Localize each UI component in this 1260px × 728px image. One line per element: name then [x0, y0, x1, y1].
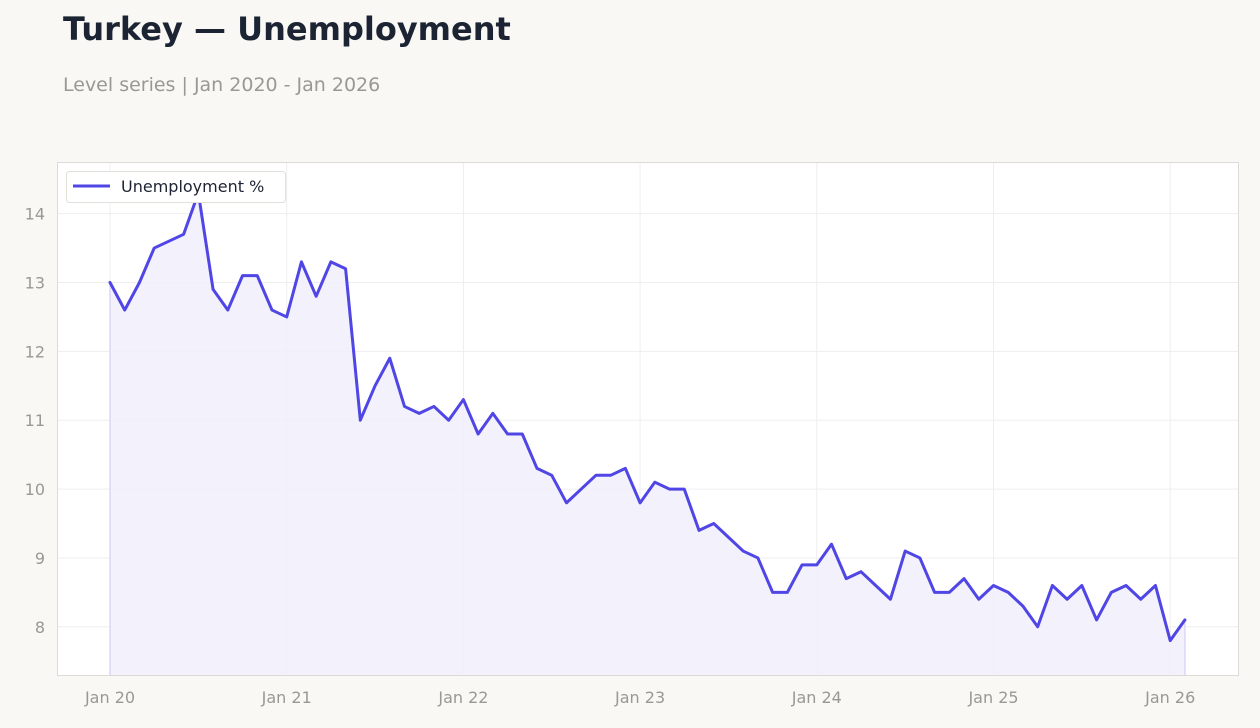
chart-title: Turkey — Unemployment [63, 10, 511, 48]
series-line [108, 191, 1187, 643]
x-tick-label: Jan 24 [791, 688, 842, 707]
x-tick-label: Jan 20 [84, 688, 135, 707]
y-tick-label: 14 [25, 205, 45, 224]
x-tick-label: Jan 21 [261, 688, 312, 707]
y-tick-label: 12 [25, 342, 45, 361]
y-tick-label: 13 [25, 274, 45, 293]
x-tick-label: Jan 25 [967, 688, 1018, 707]
area-layer [108, 191, 1187, 676]
y-tick-label: 10 [25, 480, 45, 499]
x-tick-label: Jan 26 [1144, 688, 1195, 707]
chart-subtitle: Level series | Jan 2020 - Jan 2026 [63, 74, 381, 96]
legend-box [66, 171, 286, 203]
legend-label: Unemployment % [121, 177, 264, 196]
y-tick-label: 11 [25, 411, 45, 430]
x-tick-label: Jan 22 [437, 688, 488, 707]
legend: Unemployment % [66, 171, 286, 203]
area-fill [110, 192, 1185, 676]
y-tick-label: 9 [35, 549, 45, 568]
y-tick-label: 8 [35, 618, 45, 637]
x-tick-label: Jan 23 [614, 688, 665, 707]
tick-labels: 8 9 10 11 12 13 14 Jan 20 Jan 21 Jan 22 Jan 23 Jan … [25, 205, 1196, 707]
